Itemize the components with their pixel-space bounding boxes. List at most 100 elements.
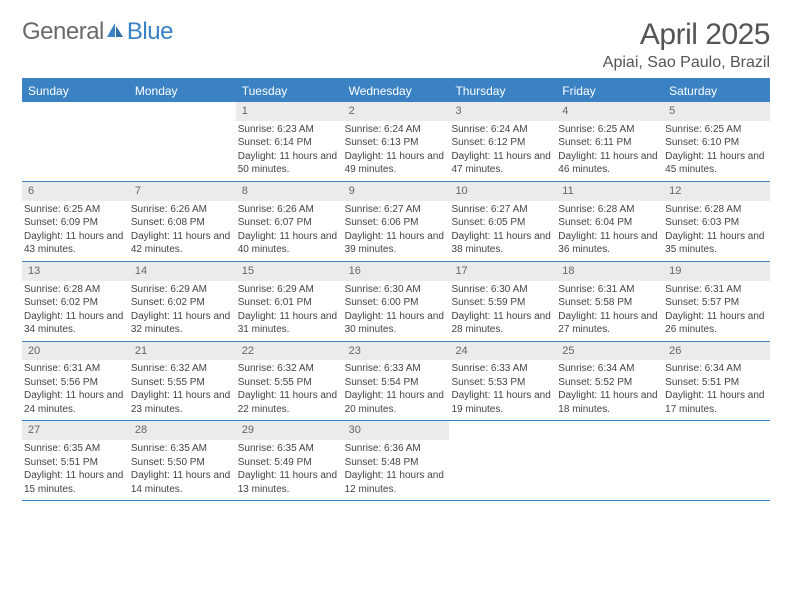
sunset-text: Sunset: 6:14 PM: [238, 136, 339, 150]
sunrise-text: Sunrise: 6:32 AM: [238, 362, 339, 376]
day-number: 18: [556, 262, 663, 281]
sunset-text: Sunset: 6:07 PM: [238, 216, 339, 230]
weekday-header: Wednesday: [343, 80, 450, 102]
daylight-text: Daylight: 11 hours and 18 minutes.: [558, 389, 659, 416]
sunrise-text: Sunrise: 6:29 AM: [131, 283, 232, 297]
sunset-text: Sunset: 6:12 PM: [451, 136, 552, 150]
day-number: 17: [449, 262, 556, 281]
day-cell: 13Sunrise: 6:28 AMSunset: 6:02 PMDayligh…: [22, 262, 129, 341]
day-body: Sunrise: 6:32 AMSunset: 5:55 PMDaylight:…: [236, 362, 343, 416]
daylight-text: Daylight: 11 hours and 19 minutes.: [451, 389, 552, 416]
sunrise-text: Sunrise: 6:35 AM: [238, 442, 339, 456]
daylight-text: Daylight: 11 hours and 17 minutes.: [665, 389, 766, 416]
day-number: 11: [556, 182, 663, 201]
day-body: Sunrise: 6:26 AMSunset: 6:08 PMDaylight:…: [129, 203, 236, 257]
day-cell: 6 Sunrise: 6:25 AMSunset: 6:09 PMDaylight…: [22, 182, 129, 261]
day-body: Sunrise: 6:35 AMSunset: 5:51 PMDaylight:…: [22, 442, 129, 496]
day-body: Sunrise: 6:32 AMSunset: 5:55 PMDaylight:…: [129, 362, 236, 416]
sunrise-text: Sunrise: 6:31 AM: [665, 283, 766, 297]
daylight-text: Daylight: 11 hours and 26 minutes.: [665, 310, 766, 337]
sunset-text: Sunset: 5:53 PM: [451, 376, 552, 390]
day-body: Sunrise: 6:24 AMSunset: 6:12 PMDaylight:…: [449, 123, 556, 177]
day-body: Sunrise: 6:25 AMSunset: 6:09 PMDaylight:…: [22, 203, 129, 257]
calendar-page: General Blue April 2025 Apiai, Sao Paulo…: [0, 0, 792, 501]
day-number: 3: [449, 102, 556, 121]
calendar-grid: Sunday Monday Tuesday Wednesday Thursday…: [22, 78, 770, 501]
day-number: 2: [343, 102, 450, 121]
day-number: 4: [556, 102, 663, 121]
daylight-text: Daylight: 11 hours and 14 minutes.: [131, 469, 232, 496]
weekday-header: Monday: [129, 80, 236, 102]
daylight-text: Daylight: 11 hours and 47 minutes.: [451, 150, 552, 177]
day-number: 26: [663, 342, 770, 361]
day-body: Sunrise: 6:25 AMSunset: 6:11 PMDaylight:…: [556, 123, 663, 177]
daylight-text: Daylight: 11 hours and 49 minutes.: [345, 150, 446, 177]
day-number: 16: [343, 262, 450, 281]
sunrise-text: Sunrise: 6:24 AM: [451, 123, 552, 137]
day-cell: 22Sunrise: 6:32 AMSunset: 5:55 PMDayligh…: [236, 342, 343, 421]
sunrise-text: Sunrise: 6:29 AM: [238, 283, 339, 297]
sunrise-text: Sunrise: 6:33 AM: [345, 362, 446, 376]
day-cell: 27Sunrise: 6:35 AMSunset: 5:51 PMDayligh…: [22, 421, 129, 500]
brand-part2: Blue: [127, 18, 173, 46]
day-number: 29: [236, 421, 343, 440]
sunrise-text: Sunrise: 6:34 AM: [558, 362, 659, 376]
sunset-text: Sunset: 5:50 PM: [131, 456, 232, 470]
sunset-text: Sunset: 5:51 PM: [24, 456, 125, 470]
day-number: 30: [343, 421, 450, 440]
day-body: Sunrise: 6:35 AMSunset: 5:50 PMDaylight:…: [129, 442, 236, 496]
day-cell: 11Sunrise: 6:28 AMSunset: 6:04 PMDayligh…: [556, 182, 663, 261]
weekday-header-row: Sunday Monday Tuesday Wednesday Thursday…: [22, 80, 770, 102]
day-number: 19: [663, 262, 770, 281]
sunrise-text: Sunrise: 6:32 AM: [131, 362, 232, 376]
daylight-text: Daylight: 11 hours and 36 minutes.: [558, 230, 659, 257]
day-cell: 26Sunrise: 6:34 AMSunset: 5:51 PMDayligh…: [663, 342, 770, 421]
day-cell: [663, 421, 770, 500]
day-body: Sunrise: 6:28 AMSunset: 6:02 PMDaylight:…: [22, 283, 129, 337]
day-cell: 8 Sunrise: 6:26 AMSunset: 6:07 PMDaylight…: [236, 182, 343, 261]
day-cell: 23Sunrise: 6:33 AMSunset: 5:54 PMDayligh…: [343, 342, 450, 421]
day-body: Sunrise: 6:26 AMSunset: 6:07 PMDaylight:…: [236, 203, 343, 257]
sunrise-text: Sunrise: 6:36 AM: [345, 442, 446, 456]
day-cell: 28Sunrise: 6:35 AMSunset: 5:50 PMDayligh…: [129, 421, 236, 500]
day-cell: 19Sunrise: 6:31 AMSunset: 5:57 PMDayligh…: [663, 262, 770, 341]
daylight-text: Daylight: 11 hours and 32 minutes.: [131, 310, 232, 337]
day-cell: 12Sunrise: 6:28 AMSunset: 6:03 PMDayligh…: [663, 182, 770, 261]
day-cell: 9Sunrise: 6:27 AMSunset: 6:06 PMDaylight…: [343, 182, 450, 261]
daylight-text: Daylight: 11 hours and 27 minutes.: [558, 310, 659, 337]
daylight-text: Daylight: 11 hours and 50 minutes.: [238, 150, 339, 177]
sunrise-text: Sunrise: 6:28 AM: [24, 283, 125, 297]
sunrise-text: Sunrise: 6:25 AM: [665, 123, 766, 137]
sunset-text: Sunset: 5:51 PM: [665, 376, 766, 390]
sail-icon: [105, 18, 125, 46]
sunrise-text: Sunrise: 6:23 AM: [238, 123, 339, 137]
day-cell: 7 Sunrise: 6:26 AMSunset: 6:08 PMDaylight…: [129, 182, 236, 261]
day-cell: [22, 102, 129, 181]
sunset-text: Sunset: 5:54 PM: [345, 376, 446, 390]
week-row: 27Sunrise: 6:35 AMSunset: 5:51 PMDayligh…: [22, 421, 770, 501]
day-cell: 5Sunrise: 6:25 AMSunset: 6:10 PMDaylight…: [663, 102, 770, 181]
sunset-text: Sunset: 6:06 PM: [345, 216, 446, 230]
day-number: 10: [449, 182, 556, 201]
sunrise-text: Sunrise: 6:25 AM: [24, 203, 125, 217]
daylight-text: Daylight: 11 hours and 35 minutes.: [665, 230, 766, 257]
sunset-text: Sunset: 5:48 PM: [345, 456, 446, 470]
location-label: Apiai, Sao Paulo, Brazil: [603, 54, 770, 72]
weekday-header: Sunday: [22, 80, 129, 102]
day-number: 8: [236, 182, 343, 201]
sunrise-text: Sunrise: 6:25 AM: [558, 123, 659, 137]
day-body: Sunrise: 6:36 AMSunset: 5:48 PMDaylight:…: [343, 442, 450, 496]
sunset-text: Sunset: 5:56 PM: [24, 376, 125, 390]
day-cell: 24Sunrise: 6:33 AMSunset: 5:53 PMDayligh…: [449, 342, 556, 421]
day-number: 7: [129, 182, 236, 201]
sunset-text: Sunset: 5:49 PM: [238, 456, 339, 470]
week-row: 6 Sunrise: 6:25 AMSunset: 6:09 PMDaylight…: [22, 182, 770, 262]
weeks-container: 1Sunrise: 6:23 AMSunset: 6:14 PMDaylight…: [22, 102, 770, 501]
sunrise-text: Sunrise: 6:30 AM: [345, 283, 446, 297]
sunrise-text: Sunrise: 6:28 AM: [558, 203, 659, 217]
sunset-text: Sunset: 6:02 PM: [131, 296, 232, 310]
daylight-text: Daylight: 11 hours and 20 minutes.: [345, 389, 446, 416]
day-number: 6: [22, 182, 129, 201]
day-cell: [129, 102, 236, 181]
daylight-text: Daylight: 11 hours and 43 minutes.: [24, 230, 125, 257]
